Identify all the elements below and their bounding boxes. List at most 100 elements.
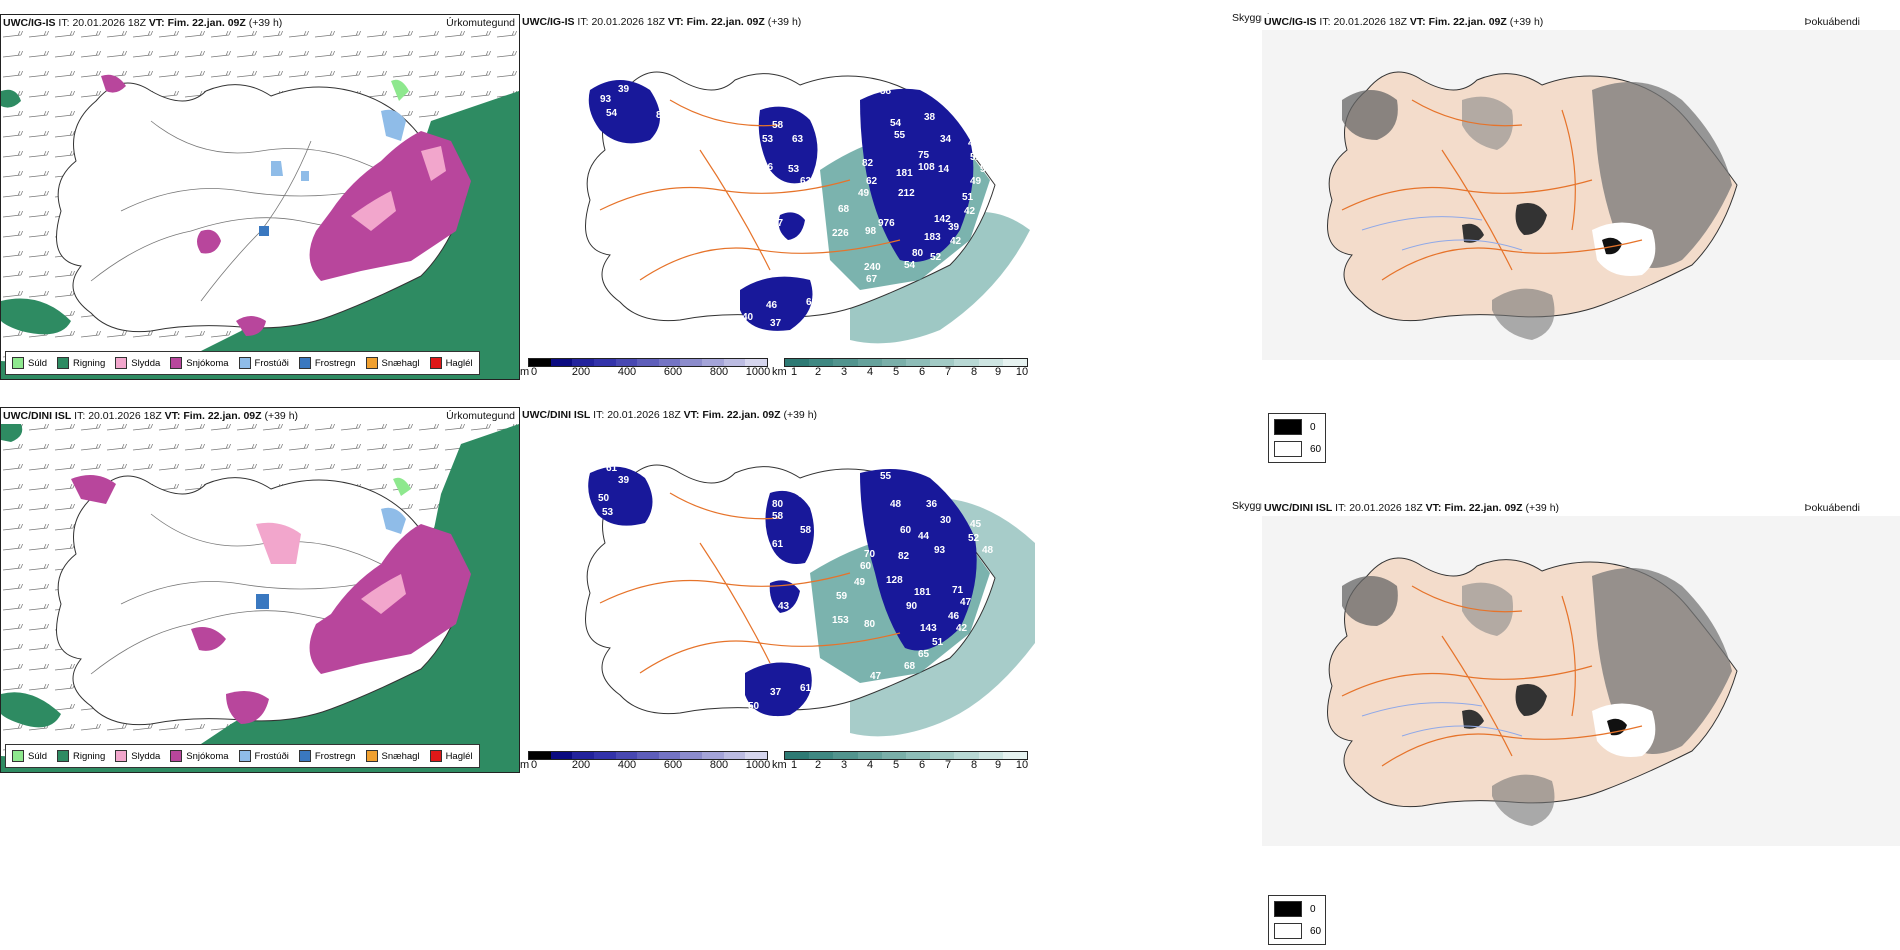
panel-title: Þokuábendi (1804, 502, 1860, 514)
it-label: IT: (74, 410, 86, 422)
svg-text:240: 240 (864, 262, 881, 273)
svg-text:61: 61 (772, 539, 784, 550)
visibility-title: Skyggni (1232, 500, 1270, 512)
legend-swatch (115, 750, 128, 762)
colorbar-tick: 2 (814, 366, 822, 378)
fog-legend-swatch (1274, 419, 1302, 435)
fog-map (1262, 30, 1900, 360)
svg-text:30: 30 (940, 515, 952, 526)
svg-text:61: 61 (800, 683, 812, 694)
svg-text:49: 49 (970, 176, 982, 187)
svg-text:49: 49 (854, 577, 866, 588)
legend-label: Snæhagl (381, 357, 420, 369)
colorbar-tick: 10 (1015, 759, 1029, 771)
svg-text:49: 49 (858, 188, 870, 199)
colorbar-tick: 2 (814, 759, 822, 771)
legend-swatch (12, 750, 24, 762)
legend-swatch (170, 357, 183, 369)
legend-label: Frostúði (254, 357, 289, 369)
svg-text:44: 44 (918, 531, 930, 542)
svg-text:103: 103 (656, 523, 673, 534)
fog-legend-value: 60 (1310, 925, 1322, 937)
vt-value: Fim. 22.jan. 09Z (1428, 16, 1507, 28)
model-name: UWC/DINI ISL (522, 409, 591, 421)
svg-text:55: 55 (880, 471, 892, 482)
colorbar-tick: 9 (994, 759, 1002, 771)
vt-label: VT: (148, 17, 165, 29)
visibility-colorbar: km 1 2 3 4 5 6 7 8 9 10 (772, 358, 1032, 378)
vt-label: VT: (1425, 502, 1442, 514)
lead-time: (+39 h) (783, 409, 818, 421)
svg-text:976: 976 (878, 218, 895, 229)
svg-text:42: 42 (964, 206, 976, 217)
colorbar-tick: 5 (892, 366, 900, 378)
legend-item: Slydda (115, 750, 160, 762)
legend-item: Snæhagl (365, 357, 420, 369)
svg-text:68: 68 (904, 661, 916, 672)
it-label: IT: (58, 17, 70, 29)
colorbar-strip (784, 358, 1028, 367)
svg-text:51: 51 (932, 637, 944, 648)
svg-text:51: 51 (962, 192, 974, 203)
svg-text:75: 75 (918, 150, 930, 161)
it-value: 20.01.2026 18Z (1349, 502, 1423, 514)
svg-text:143: 143 (920, 623, 937, 634)
svg-text:48: 48 (890, 499, 902, 510)
precip-panel-row1: UWC/IG-IS IT: 20.01.2026 18Z VT: Fim. 22… (0, 14, 520, 380)
legend-label: Slydda (131, 357, 161, 369)
svg-text:80: 80 (864, 619, 876, 630)
cloud-visibility-panel-row1: UWC/IG-IS IT: 20.01.2026 18Z VT: Fim. 22… (520, 14, 1040, 380)
fog-legend-swatch (1274, 923, 1302, 939)
legend-item: Haglél (429, 750, 473, 762)
legend-label: Frostregn (314, 750, 356, 762)
vt-label: VT: (164, 410, 181, 422)
colorbar-tick: 600 (663, 759, 683, 771)
fog-legend-row: 0 (1274, 901, 1316, 917)
legend-swatch (57, 750, 70, 762)
colorbar-unit: m (520, 759, 530, 771)
svg-text:42: 42 (956, 623, 968, 634)
svg-text:380: 380 (716, 234, 733, 245)
cloud-base-colorbar: m 0 200 400 600 800 1000 (520, 751, 770, 771)
legend-swatch (365, 750, 378, 762)
legend-item: Súld (12, 357, 47, 369)
it-value: 20.01.2026 18Z (72, 17, 146, 29)
colorbar-strip (528, 751, 768, 760)
svg-text:86: 86 (854, 537, 866, 548)
legend-label: Súld (28, 750, 48, 762)
legend-item: Frostúði (238, 357, 289, 369)
colorbar-strip (784, 751, 1028, 760)
model-name: UWC/IG-IS (522, 16, 575, 28)
fog-legend-swatch (1274, 901, 1302, 917)
colorbar-tick: 600 (663, 366, 683, 378)
svg-text:34: 34 (768, 330, 780, 341)
colorbar-tick: 1 (790, 366, 798, 378)
precip-panel-row2: UWC/DINI ISL IT: 20.01.2026 18Z VT: Fim.… (0, 407, 520, 773)
colorbar-tick: 1000 (745, 366, 771, 378)
colorbar-tick: 400 (617, 366, 637, 378)
svg-text:82: 82 (898, 551, 910, 562)
svg-text:39: 39 (618, 475, 630, 486)
svg-text:80: 80 (816, 96, 828, 107)
svg-text:55: 55 (894, 130, 906, 141)
svg-text:27: 27 (766, 715, 778, 726)
svg-text:47: 47 (960, 597, 972, 608)
svg-text:34: 34 (940, 134, 952, 145)
svg-text:37: 37 (770, 687, 782, 698)
model-name: UWC/DINI ISL (3, 410, 72, 422)
legend-swatch (238, 750, 251, 762)
colorbar-tick: 7 (944, 366, 952, 378)
legend-item: Slydda (115, 357, 160, 369)
colorbar-tick: 0 (530, 759, 538, 771)
legend-item: Frostregn (298, 357, 356, 369)
svg-text:50: 50 (748, 701, 760, 712)
svg-text:54: 54 (890, 118, 902, 129)
fog-legend-swatch (1274, 441, 1302, 457)
svg-text:93: 93 (600, 94, 612, 105)
legend-item: Súld (12, 750, 47, 762)
fog-legend-value: 0 (1310, 903, 1316, 915)
svg-text:212: 212 (898, 188, 915, 199)
colorbar-tick: 200 (571, 759, 591, 771)
legend-label: Rigning (73, 357, 106, 369)
it-value: 20.01.2026 18Z (591, 16, 665, 28)
